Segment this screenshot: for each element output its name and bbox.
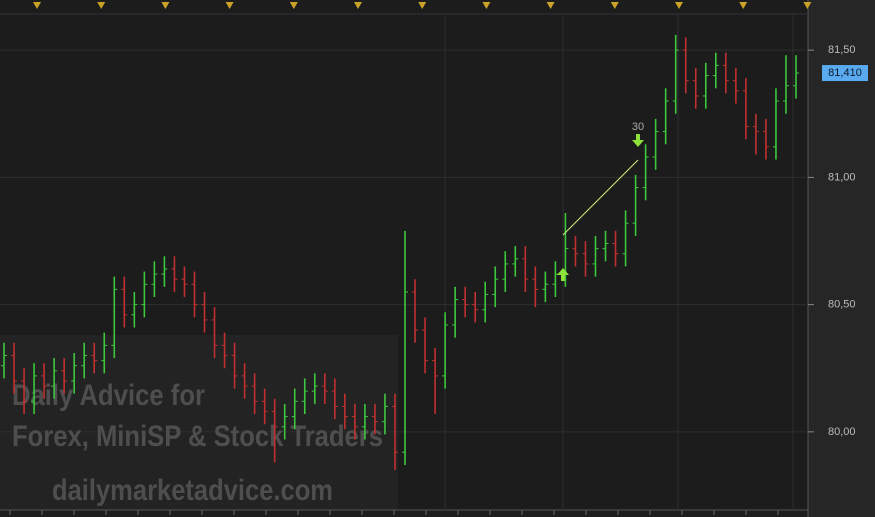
watermark-text: dailymarketadvice.com	[52, 474, 333, 507]
top-marker	[418, 2, 427, 9]
top-marker	[610, 2, 619, 9]
vertical-grid	[444, 14, 794, 510]
top-marker	[33, 2, 41, 9]
buy-arrow	[557, 268, 569, 281]
annotation: 30	[632, 121, 644, 133]
top-marker	[482, 2, 491, 9]
axis-panel	[808, 0, 875, 517]
top-markers	[33, 2, 812, 9]
top-marker	[354, 2, 362, 9]
signal-line	[562, 159, 639, 236]
top-marker	[803, 2, 812, 9]
top-marker	[161, 2, 170, 9]
top-marker	[225, 2, 234, 9]
last-price-box	[822, 65, 868, 82]
watermark-text: Forex, MiniSP & Stock Traders	[12, 420, 383, 453]
shade	[0, 335, 398, 510]
top-marker	[289, 2, 298, 9]
top-marker	[675, 2, 683, 9]
y-tick-label: 81,50	[828, 44, 856, 56]
top-marker	[546, 2, 555, 9]
sell-arrow	[632, 134, 644, 147]
top-marker	[97, 2, 106, 9]
last-price-label: 81,410	[828, 67, 862, 79]
y-tick-label: 81,00	[828, 171, 856, 183]
y-tick-label: 80,00	[828, 426, 856, 438]
y-tick-label: 80,50	[828, 299, 856, 311]
top-marker	[739, 2, 748, 9]
watermark-text: Daily Advice for	[12, 379, 205, 412]
